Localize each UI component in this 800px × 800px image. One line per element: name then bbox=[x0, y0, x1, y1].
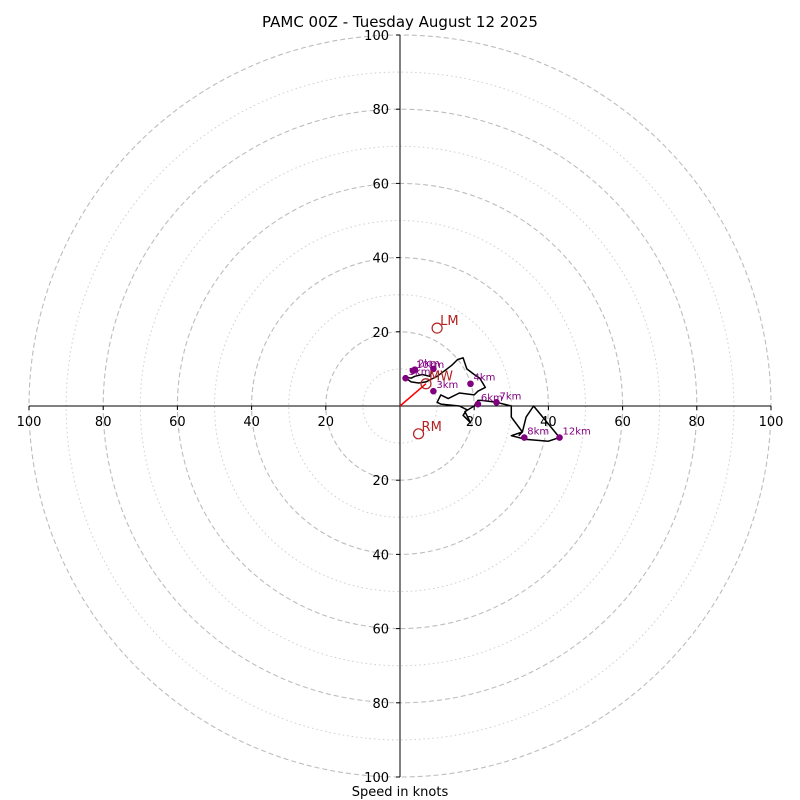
storm-motion-point bbox=[431, 322, 443, 334]
tick-labels: 100 80 60 40 20 20 40 60 80 100100806040202040608… bbox=[17, 29, 784, 786]
x-tick-label: 60 bbox=[614, 415, 631, 430]
storm-motion-point bbox=[412, 428, 425, 440]
storm-motion-label: MW bbox=[429, 370, 453, 385]
height-marker-point bbox=[474, 400, 482, 408]
y-tick-label: 60 bbox=[372, 623, 389, 638]
x-tick-label: 60 bbox=[169, 415, 186, 430]
chart-title: PAMC 00Z - Tuesday August 12 2025 bbox=[262, 13, 538, 31]
storm-motion-label: RM bbox=[422, 420, 442, 435]
mean-wind-vector bbox=[399, 383, 427, 407]
height-marker-point bbox=[409, 367, 417, 375]
storm-motion-point bbox=[420, 378, 432, 390]
y-tick-label: 60 bbox=[372, 177, 389, 192]
height-marker-label: 12km bbox=[563, 427, 591, 438]
height-marker-label: 4km bbox=[473, 373, 495, 384]
x-tick-label: 20 bbox=[466, 415, 483, 430]
hodograph-line bbox=[404, 357, 561, 442]
x-axis-label: Speed in knots bbox=[352, 785, 449, 800]
height-marker-label: 5km bbox=[409, 367, 431, 378]
hodograph-series bbox=[399, 357, 561, 442]
height-marker-point bbox=[520, 434, 528, 441]
height-marker-point bbox=[402, 374, 409, 382]
height-marker-point bbox=[493, 398, 500, 406]
y-tick-label: 80 bbox=[372, 697, 389, 712]
height-marker-label: 6km bbox=[481, 393, 503, 404]
height-marker-point bbox=[467, 380, 474, 388]
x-tick-label: 80 bbox=[689, 415, 706, 430]
x-tick-label: 40 bbox=[243, 415, 260, 430]
x-tick-label: 20 bbox=[318, 415, 335, 430]
y-tick-label: 100 bbox=[364, 29, 389, 44]
y-tick-label: 40 bbox=[372, 252, 389, 267]
x-tick-label: 80 bbox=[95, 415, 112, 430]
y-tick-label: 100 bbox=[364, 771, 389, 786]
y-tick-label: 20 bbox=[372, 474, 389, 489]
height-marker-label: 3km bbox=[436, 380, 458, 391]
height-marker-label: 8km bbox=[527, 427, 549, 438]
x-tick-label: 100 bbox=[17, 415, 42, 430]
height-marker-label: 7km bbox=[499, 391, 521, 402]
y-tick-label: 20 bbox=[372, 326, 389, 341]
height-marker-label: 2km bbox=[418, 359, 440, 370]
storm-motion-label: LM bbox=[440, 314, 458, 329]
height-marker-point bbox=[556, 434, 563, 441]
height-marker-point bbox=[430, 365, 437, 373]
height-marker-point bbox=[430, 387, 437, 395]
height-marker-label: 10km bbox=[416, 360, 444, 371]
storm-motion-markers: LM MW RM bbox=[412, 314, 459, 440]
x-tick-label: 100 bbox=[759, 415, 784, 430]
y-tick-label: 80 bbox=[372, 103, 389, 118]
y-tick-label: 40 bbox=[372, 548, 389, 563]
